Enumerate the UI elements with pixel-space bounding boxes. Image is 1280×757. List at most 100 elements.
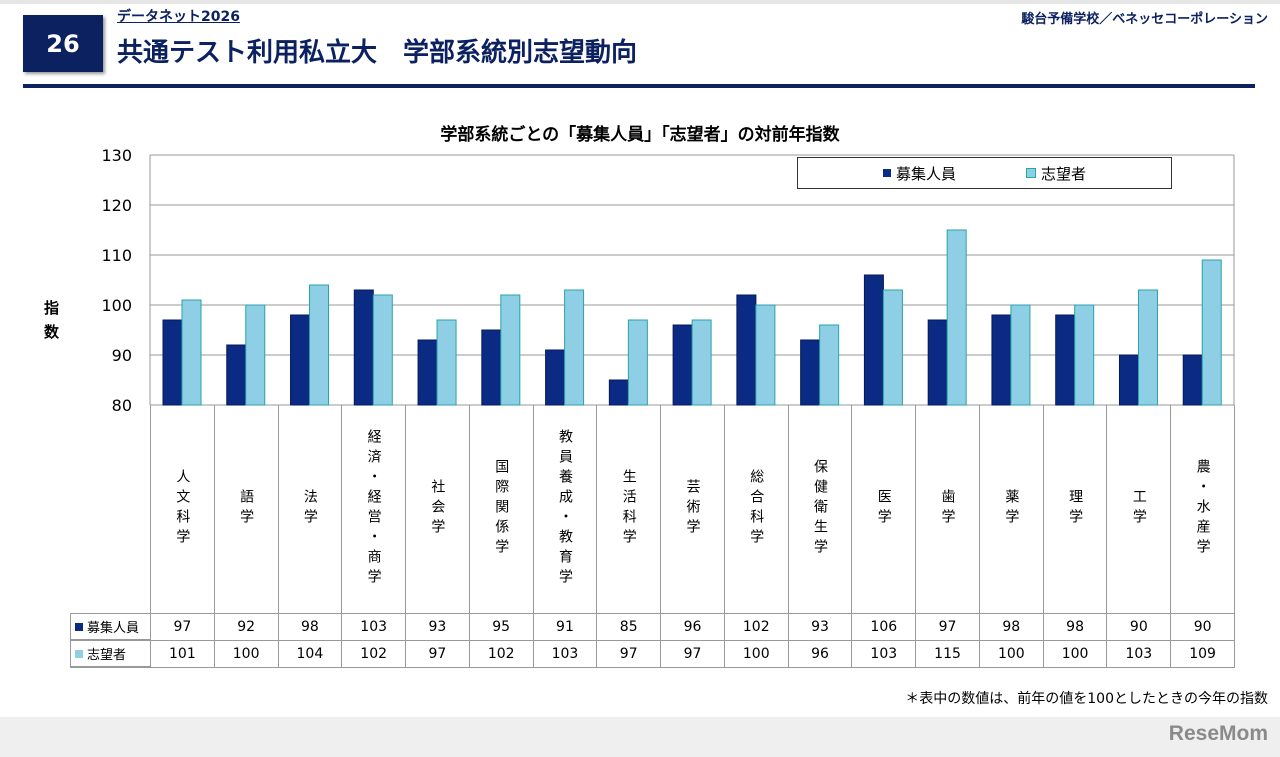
- value-cell: 97: [660, 640, 724, 667]
- category-label: 語学: [238, 489, 255, 529]
- legend-item-applicants: 志望者: [1026, 163, 1086, 184]
- bar-applicants: [500, 294, 521, 406]
- legend-swatch: [1026, 168, 1036, 178]
- header-rule: [23, 84, 1255, 88]
- value-cell: 96: [787, 640, 852, 667]
- category-label: 社会学: [429, 479, 446, 539]
- table-border: [1234, 405, 1235, 613]
- value-cell: 97: [150, 613, 214, 640]
- category-cell: 薬学: [978, 405, 1043, 613]
- legend-label: 募集人員: [895, 164, 956, 183]
- value-cell: 103: [532, 640, 597, 667]
- value-cell: 100: [723, 640, 788, 667]
- category-label: 教員養成・教育学: [556, 429, 573, 589]
- bar-applicants: [1137, 289, 1158, 406]
- category-label: 理学: [1067, 489, 1084, 529]
- value-cell: 100: [1042, 640, 1107, 667]
- value-cell: 91: [532, 613, 597, 640]
- subtitle: データネット2026: [117, 9, 240, 25]
- bar-recruit: [608, 379, 629, 406]
- bar-applicants: [946, 229, 967, 406]
- slide-number-badge: 26: [23, 15, 103, 72]
- category-label: 法学: [301, 489, 318, 529]
- bar-applicants: [436, 319, 457, 406]
- category-cell: 総合科学: [723, 405, 788, 613]
- category-cell: 保健衛生学: [787, 405, 852, 613]
- resemom-logo: ReseMom: [1168, 722, 1268, 745]
- footer-band: [0, 717, 1280, 757]
- bar-recruit: [226, 344, 247, 406]
- value-cell: 101: [150, 640, 214, 667]
- value-cell: 102: [341, 640, 406, 667]
- category-label: 保健衛生学: [812, 459, 829, 559]
- row-swatch: [75, 649, 83, 658]
- bar-applicants: [564, 289, 585, 406]
- value-cell: 93: [787, 613, 852, 640]
- bar-recruit: [927, 319, 948, 406]
- bar-recruit: [736, 294, 757, 406]
- value-cell: 103: [1106, 640, 1171, 667]
- bar-applicants: [181, 299, 202, 406]
- value-cell: 90: [1106, 613, 1171, 640]
- bar-recruit: [290, 314, 311, 406]
- bar-recruit: [991, 314, 1012, 406]
- category-label: 総合科学: [748, 469, 765, 549]
- category-label: 生活科学: [620, 469, 637, 549]
- bar-recruit: [545, 349, 566, 406]
- bar-applicants: [882, 289, 903, 406]
- value-cell: 109: [1170, 640, 1234, 667]
- category-cell: 工学: [1106, 405, 1170, 613]
- category-cell: 農・水産学: [1170, 405, 1234, 613]
- bar-applicants: [309, 284, 330, 406]
- category-label: 国際関係学: [493, 459, 510, 559]
- bar-applicants: [1201, 259, 1222, 406]
- y-tick-label: 80: [112, 396, 132, 415]
- legend: 募集人員 志望者: [797, 157, 1172, 189]
- page-title: 共通テスト利用私立大 学部系統別志望動向: [117, 38, 638, 68]
- value-cell: 103: [341, 613, 406, 640]
- category-label: 医学: [875, 489, 892, 529]
- value-cell: 85: [596, 613, 661, 640]
- row-label-text: 志望者: [87, 648, 127, 663]
- table-right-border: [1234, 613, 1235, 667]
- category-cell: 法学: [277, 405, 342, 613]
- y-tick-label: 90: [112, 346, 132, 365]
- category-cell: 理学: [1042, 405, 1107, 613]
- category-cell: 語学: [213, 405, 278, 613]
- y-tick-label: 120: [101, 196, 132, 215]
- organization: 駿台予備学校／ベネッセコーポレーション: [1021, 12, 1268, 27]
- category-cell: 芸術学: [660, 405, 724, 613]
- value-cell: 90: [1170, 613, 1234, 640]
- category-cell: 国際関係学: [468, 405, 533, 613]
- legend-label: 志望者: [1041, 164, 1087, 183]
- bar-recruit: [481, 329, 502, 406]
- value-cell: 103: [851, 640, 916, 667]
- value-cell: 93: [405, 613, 469, 640]
- value-cell: 97: [915, 613, 979, 640]
- value-cell: 115: [915, 640, 979, 667]
- value-cell: 98: [978, 613, 1043, 640]
- category-cell: 人文科学: [150, 405, 214, 613]
- category-cell: 医学: [851, 405, 915, 613]
- value-cell: 104: [277, 640, 342, 667]
- bar-applicants: [819, 324, 840, 406]
- value-cell: 106: [851, 613, 916, 640]
- value-cell: 92: [213, 613, 278, 640]
- bar-recruit: [417, 339, 438, 406]
- y-axis-label: 指数: [44, 299, 60, 341]
- value-cell: 100: [978, 640, 1043, 667]
- bar-recruit: [1118, 354, 1139, 406]
- bar-applicants: [627, 319, 648, 406]
- category-label: 工学: [1130, 489, 1147, 529]
- value-cell: 97: [596, 640, 661, 667]
- category-label: 薬学: [1003, 489, 1020, 529]
- legend-item-recruit: 募集人員: [882, 163, 956, 184]
- bar-applicants: [372, 294, 393, 406]
- bar-recruit: [1055, 314, 1076, 406]
- category-cell: 教員養成・教育学: [532, 405, 597, 613]
- y-tick-label: 110: [101, 246, 132, 265]
- value-cell: 98: [1042, 613, 1107, 640]
- row-label: 志望者: [70, 640, 150, 667]
- category-cell: 社会学: [405, 405, 469, 613]
- category-label: 農・水産学: [1194, 459, 1211, 559]
